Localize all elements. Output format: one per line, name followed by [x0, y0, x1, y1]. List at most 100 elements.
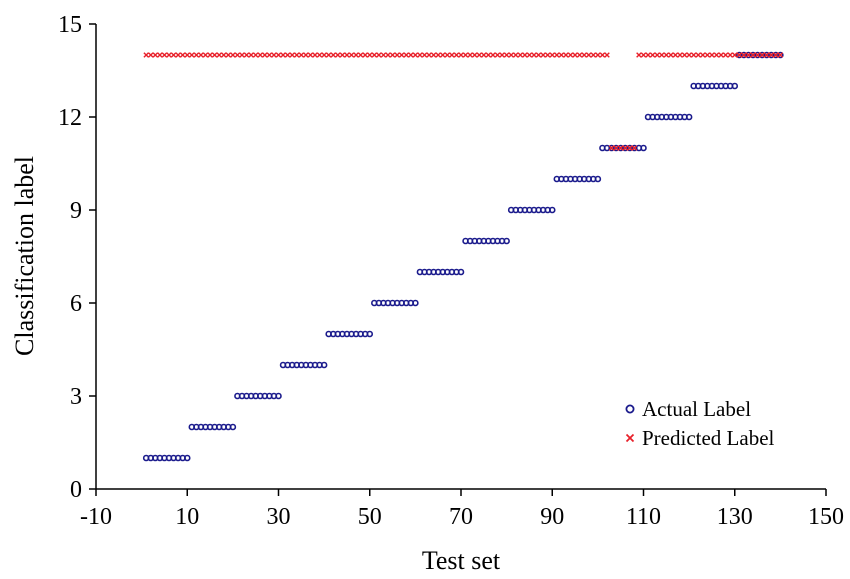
predicted-label-point — [353, 52, 359, 58]
predicted-label-point — [211, 52, 218, 58]
predicted-label-point — [453, 52, 460, 58]
predicted-label-point — [663, 52, 670, 58]
predicted-label-point — [147, 52, 154, 58]
predicted-label-point — [376, 52, 382, 58]
predicted-label-point — [768, 52, 775, 58]
predicted-label-point — [549, 52, 556, 58]
predicted-label-point — [490, 52, 496, 58]
predicted-label-point — [658, 52, 665, 58]
predicted-label-point — [777, 52, 784, 58]
predicted-label-point — [344, 52, 350, 58]
x-tick-label: 50 — [358, 504, 382, 530]
predicted-label-point — [220, 52, 227, 58]
predicted-label-point — [581, 52, 587, 58]
actual-label-point — [229, 423, 237, 431]
predicted-label-point — [640, 52, 647, 58]
predicted-label-point — [380, 52, 387, 58]
predicted-label-point — [257, 52, 264, 58]
y-tick-label: 9 — [70, 198, 82, 224]
actual-label-point — [503, 237, 510, 245]
predicted-label-point — [677, 52, 683, 58]
predicted-label-point — [449, 52, 455, 58]
predicted-label-point — [494, 52, 501, 58]
predicted-label-point — [289, 52, 295, 58]
y-tick-label: 0 — [70, 477, 82, 503]
legend-actual-label: Actual Label — [642, 397, 751, 421]
legend-actual-marker — [625, 404, 635, 414]
predicted-label-point — [631, 145, 638, 151]
predicted-label-point — [617, 145, 624, 151]
predicted-label-point — [262, 52, 268, 58]
predicted-label-point — [357, 52, 364, 58]
predicted-label-point — [467, 52, 473, 58]
legend-predicted-marker — [625, 433, 635, 443]
predicted-label-point — [157, 52, 163, 58]
predicted-label-point — [298, 52, 305, 58]
predicted-label-point — [759, 52, 765, 58]
predicted-label-point — [189, 52, 195, 58]
predicted-label-point — [517, 52, 524, 58]
actual-label-point — [320, 361, 328, 369]
predicted-label-point — [668, 52, 674, 58]
y-tick-label: 15 — [58, 12, 82, 38]
predicted-label-point — [271, 52, 277, 58]
actual-label-point — [275, 392, 282, 400]
predicted-label-point — [412, 52, 419, 58]
predicted-label-point — [426, 52, 432, 58]
predicted-label-point — [773, 52, 779, 58]
predicted-label-point — [202, 52, 209, 58]
predicted-label-point — [225, 52, 232, 58]
predicted-label-point — [179, 52, 186, 58]
predicted-label-point — [403, 52, 410, 58]
predicted-label-point — [727, 52, 733, 58]
predicted-label-point — [348, 52, 355, 58]
predicted-label-point — [750, 52, 756, 58]
predicted-label-point — [248, 52, 254, 58]
predicted-label-point — [572, 52, 578, 58]
predicted-label-point — [558, 52, 565, 58]
data-marks — [142, 51, 784, 462]
predicted-label-point — [303, 52, 309, 58]
predicted-label-point — [471, 52, 478, 58]
y-axis-title: Classification label — [10, 156, 39, 356]
predicted-label-point — [604, 52, 610, 58]
predicted-label-point — [522, 52, 528, 58]
predicted-label-point — [417, 52, 423, 58]
x-tick-label: 30 — [267, 504, 291, 530]
predicted-label-point — [462, 52, 469, 58]
x-tick-label: -10 — [80, 504, 112, 530]
predicted-label-point — [284, 52, 291, 58]
predicted-label-point — [540, 52, 546, 58]
predicted-label-point — [366, 52, 373, 58]
predicted-label-point — [252, 52, 259, 58]
predicted-label-point — [243, 52, 250, 58]
predicted-label-point — [722, 52, 729, 58]
predicted-label-point — [531, 52, 537, 58]
predicted-label-point — [512, 52, 519, 58]
predicted-label-point — [275, 52, 282, 58]
predicted-label-point — [636, 52, 642, 58]
predicted-label-point — [763, 52, 770, 58]
x-tick-label: 130 — [717, 504, 753, 530]
predicted-label-point — [563, 52, 569, 58]
predicted-label-point — [207, 52, 213, 58]
actual-label-point — [777, 51, 784, 59]
actual-label-point — [731, 82, 739, 90]
predicted-label-point — [330, 52, 337, 58]
predicted-label-point — [736, 52, 743, 58]
predicted-label-point — [649, 52, 656, 58]
predicted-label-point — [458, 52, 464, 58]
predicted-label-point — [389, 52, 396, 58]
x-tick-label: 110 — [626, 504, 661, 530]
predicted-label-point — [508, 52, 514, 58]
predicted-label-point — [307, 52, 314, 58]
predicted-label-point — [709, 52, 715, 58]
predicted-label-point — [686, 52, 692, 58]
predicted-label-point — [590, 52, 597, 58]
predicted-label-point — [645, 52, 651, 58]
predicted-label-point — [170, 52, 177, 58]
predicted-label-point — [745, 52, 752, 58]
actual-label-point — [594, 175, 602, 183]
predicted-label-point — [216, 52, 222, 58]
